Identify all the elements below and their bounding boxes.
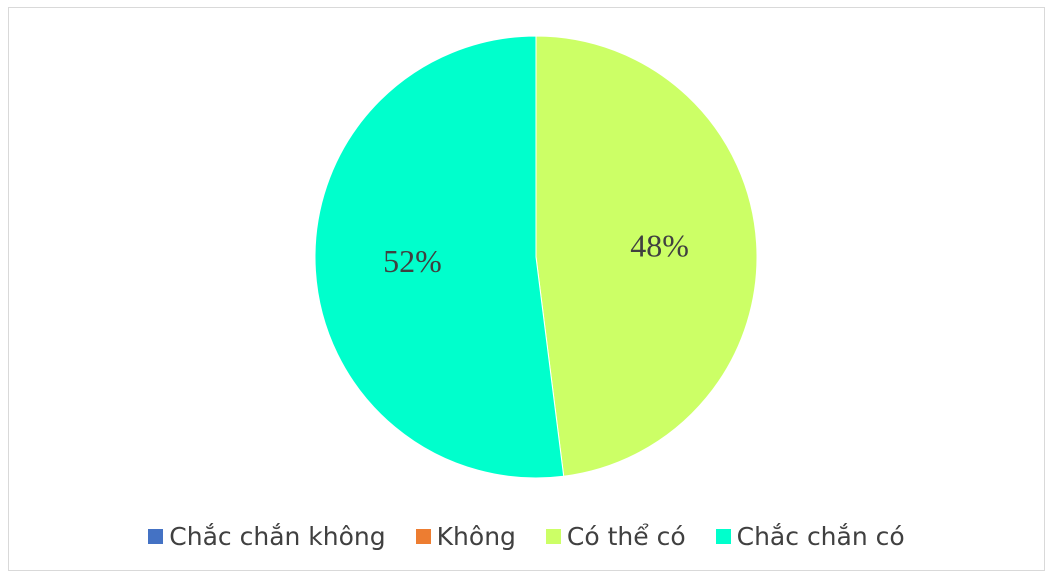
legend-label: Có thể có bbox=[566, 521, 686, 551]
chart-legend: Chắc chắn không Không Có thể có Chắc chắ… bbox=[0, 518, 1053, 554]
legend-swatch bbox=[545, 528, 561, 544]
data-label-3: 52% bbox=[383, 243, 442, 279]
legend-swatch bbox=[148, 528, 164, 544]
legend-swatch bbox=[715, 528, 731, 544]
pie-data-labels: 48% 52% bbox=[383, 228, 689, 280]
legend-item-chac-chan-khong: Chắc chắn không bbox=[148, 521, 386, 551]
pie-slices bbox=[314, 35, 758, 479]
legend-label: Không bbox=[436, 521, 516, 551]
legend-label: Chắc chắn không bbox=[169, 521, 386, 551]
legend-item-co-the-co: Có thể có bbox=[545, 521, 686, 551]
legend-item-chac-chan-co: Chắc chắn có bbox=[715, 521, 905, 551]
legend-item-khong: Không bbox=[415, 521, 516, 551]
pie-slice-3 bbox=[314, 35, 565, 479]
legend-label: Chắc chắn có bbox=[736, 521, 905, 551]
legend-swatch bbox=[415, 528, 431, 544]
data-label-2: 48% bbox=[630, 228, 689, 264]
pie-slice-2 bbox=[535, 35, 758, 477]
